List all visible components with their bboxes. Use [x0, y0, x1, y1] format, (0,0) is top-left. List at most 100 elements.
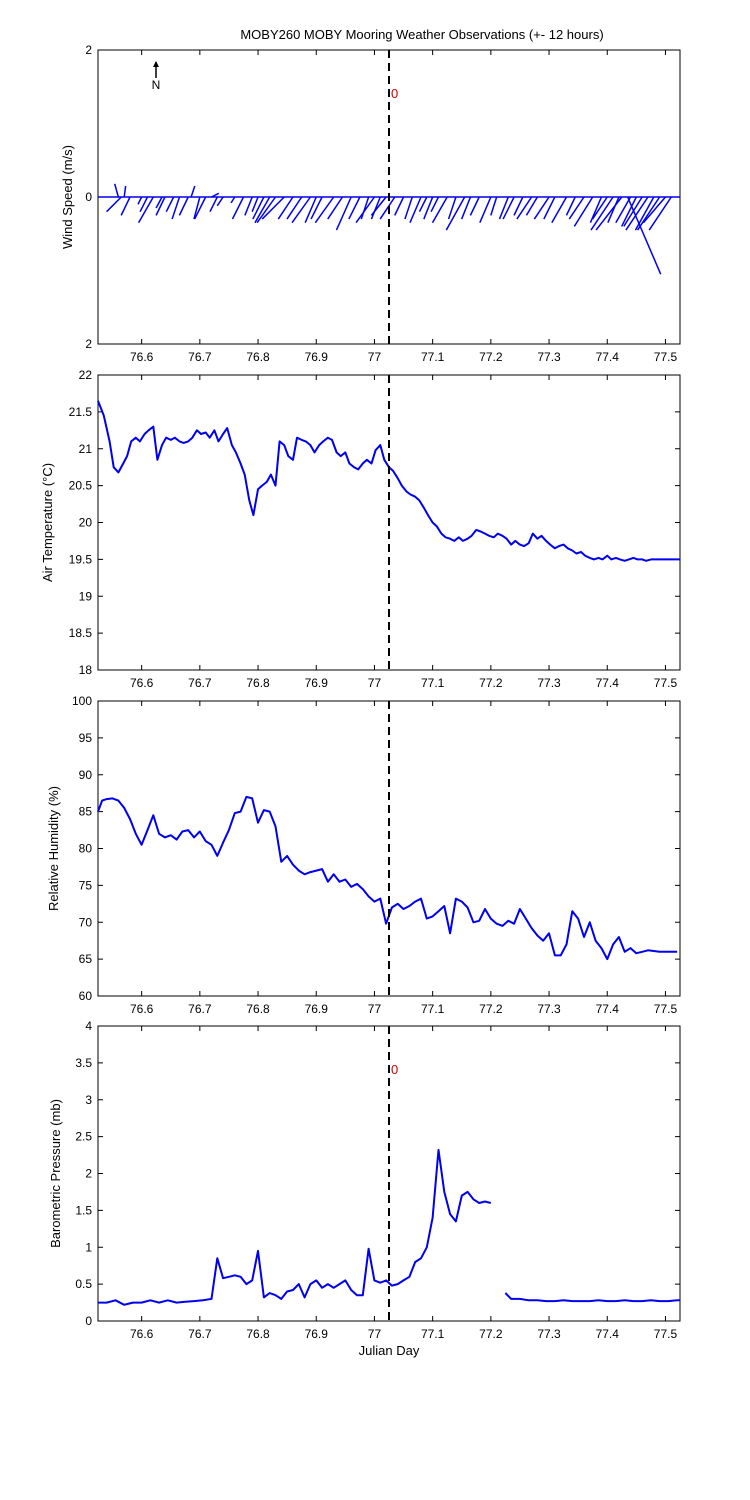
x-tick-label: 77.4 — [596, 350, 620, 364]
x-tick-label: 77.5 — [654, 676, 678, 690]
x-tick-label: 77.3 — [537, 1327, 561, 1341]
x-tick-label: 77.2 — [479, 1327, 503, 1341]
x-tick-label: 76.9 — [305, 350, 329, 364]
wind-vector — [190, 185, 196, 198]
wind-vector — [251, 196, 259, 212]
wind-vector — [261, 196, 285, 220]
wind-vector — [155, 196, 166, 216]
wind-vector — [460, 196, 472, 220]
wind-vector — [171, 196, 181, 220]
wind-vector — [590, 196, 614, 231]
y-tick-label: 2 — [85, 43, 92, 57]
x-tick-label: 76.9 — [305, 676, 329, 690]
wind-vector — [370, 196, 387, 216]
panel-1: 76.6 76.7 76.8 76.9 77 77.1 77.2 77.3 77.4 77.5 2 0… — [60, 43, 681, 364]
wind-vector — [244, 196, 253, 216]
wind-vector — [123, 185, 127, 198]
wind-vector — [286, 196, 303, 220]
wind-vector — [648, 196, 672, 231]
wind-vector — [409, 196, 422, 224]
y-axis-label: Relative Humidity (%) — [46, 786, 61, 911]
wind-vector — [447, 196, 457, 220]
reference-label: 0 — [391, 1062, 398, 1077]
wind-vector — [551, 196, 568, 224]
wind-vector — [216, 196, 224, 207]
x-tick-label: 76.8 — [246, 350, 270, 364]
x-tick-label: 76.9 — [305, 1002, 329, 1016]
x-tick-label: 77.2 — [479, 350, 503, 364]
wind-vector — [360, 196, 370, 220]
wind-vector — [533, 196, 550, 220]
wind-vector — [327, 196, 344, 220]
y-tick-label: 2 — [85, 1167, 92, 1181]
y-tick-label: 22 — [79, 368, 93, 382]
wind-vector — [209, 196, 218, 213]
x-tick-label: 76.6 — [130, 1327, 154, 1341]
x-tick-label: 77 — [368, 676, 382, 690]
wind-vector — [573, 196, 594, 227]
wind-vector — [230, 196, 236, 204]
y-tick-label: 3.5 — [75, 1056, 92, 1070]
y-tick-label: 19.5 — [69, 552, 93, 566]
wind-vector — [137, 196, 143, 205]
y-tick-label: 0 — [85, 1314, 92, 1328]
wind-vector — [254, 196, 271, 224]
wind-vector — [165, 196, 175, 213]
x-tick-label: 76.7 — [188, 1327, 212, 1341]
y-axis-label: Air Temperature (°C) — [40, 463, 55, 582]
wind-vector — [502, 196, 515, 220]
wind-vector — [568, 196, 585, 220]
x-tick-label: 77 — [368, 350, 382, 364]
wind-vector — [543, 196, 556, 220]
wind-vector — [231, 196, 245, 220]
wind-vector — [423, 196, 434, 220]
panel-2: 76.6 76.7 76.8 76.9 77 77.1 77.2 77.3 77.4 77.5 18… — [40, 368, 681, 690]
wind-vector — [479, 196, 492, 224]
north-label: N — [152, 78, 161, 92]
wind-vector — [623, 196, 643, 227]
wind-vector — [607, 196, 620, 224]
wind-vector — [355, 196, 376, 224]
wind-vector — [615, 196, 632, 224]
x-tick-label: 76.8 — [246, 1002, 270, 1016]
wind-vector — [490, 196, 498, 216]
x-tick-label: 77 — [368, 1002, 382, 1016]
wind-vector — [106, 196, 122, 213]
y-axis-label: Barometric Pressure (mb) — [48, 1099, 63, 1248]
figure-title: MOBY260 MOBY Mooring Weather Observation… — [240, 27, 603, 42]
wind-vector — [335, 196, 352, 231]
wind-vector — [498, 196, 510, 220]
wind-vector — [404, 196, 413, 220]
wind-vector — [626, 196, 662, 275]
y-tick-label: 1 — [85, 1240, 92, 1254]
wind-vector — [589, 196, 603, 224]
wind-vector — [642, 196, 667, 224]
y-tick-label: 95 — [79, 731, 93, 745]
y-tick-label: 3 — [85, 1093, 92, 1107]
y-tick-label: 2.5 — [75, 1130, 92, 1144]
y-tick-label: 0 — [85, 190, 92, 204]
wind-vector — [445, 196, 466, 231]
wind-vector — [139, 196, 149, 213]
x-tick-label: 77.1 — [421, 1327, 445, 1341]
y-tick-label: 20.5 — [69, 479, 93, 493]
x-tick-label: 76.8 — [246, 676, 270, 690]
wind-vector — [348, 196, 361, 220]
x-tick-label: 76.7 — [188, 1002, 212, 1016]
y-tick-label: 75 — [79, 878, 93, 892]
x-tick-label: 77.3 — [537, 676, 561, 690]
x-tick-label: 77.3 — [537, 1002, 561, 1016]
data-series-line — [97, 400, 680, 562]
y-tick-label: 0.5 — [75, 1277, 92, 1291]
wind-vector — [304, 196, 317, 224]
x-tick-label: 77.5 — [654, 1327, 678, 1341]
wind-vector — [113, 183, 120, 198]
x-tick-label: 77.4 — [596, 676, 620, 690]
reference-label: 0 — [391, 86, 398, 101]
wind-vector — [394, 196, 405, 216]
wind-vector — [418, 196, 428, 213]
wind-vector — [513, 196, 524, 216]
x-tick-label: 76.6 — [130, 1002, 154, 1016]
data-series-line — [504, 1292, 680, 1303]
